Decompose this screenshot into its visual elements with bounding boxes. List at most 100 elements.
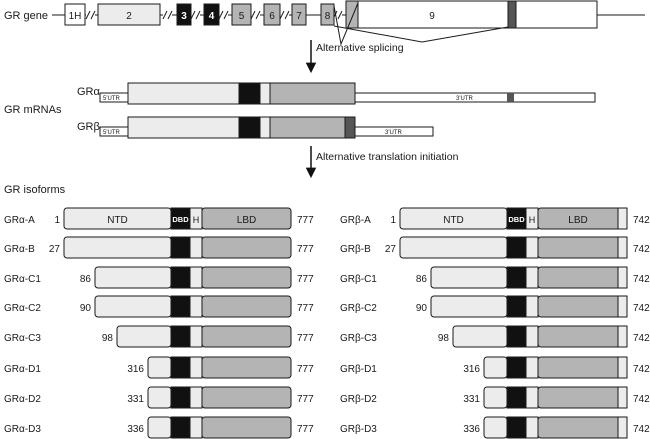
beta-hinge-domain	[525, 236, 539, 259]
alpha-ntd-domain	[63, 236, 172, 259]
mrna-beta: GRβ 5'UTR 3'UTR	[77, 116, 434, 139]
beta-dbd-domain	[506, 295, 527, 318]
alpha-hinge-domain	[189, 266, 203, 289]
beta-isoform-start: 336	[463, 424, 480, 435]
alpha-isoform-row: GRα-C1 86 777	[4, 266, 314, 289]
beta-isoform-name: GRβ-A	[340, 215, 371, 226]
gene-gaps	[85, 10, 343, 20]
beta-hinge-domain	[525, 356, 539, 379]
alpha-lbd-domain	[201, 416, 292, 439]
alpha-isoform-row: GRα-D2 331 777	[4, 386, 314, 409]
alpha-lbd-domain	[201, 266, 292, 289]
beta-lbd-label: LBD	[568, 215, 587, 226]
beta-isoform-row: GRβ-D3 336 742	[340, 416, 650, 439]
beta-tail-domain	[617, 295, 628, 318]
splice-lines	[333, 2, 509, 46]
mrna-section: GR mRNAs GRα 5'UTR 3'UTR GRβ 5'UTR 3'UT	[4, 82, 596, 139]
alpha-isoforms: GRα-A 1 777 NTD DBD H LBD GRα-B 27 777 GRα-C1 86 777…	[4, 207, 314, 439]
alpha-isoform-row: GRα-D1 316 777	[4, 356, 314, 379]
alpha-isoform-start: 98	[102, 333, 114, 344]
beta-isoform-end: 742	[633, 424, 650, 435]
alpha-isoform-name: GRα-D2	[4, 394, 41, 405]
alpha-isoform-end: 777	[297, 215, 314, 226]
beta-hinge-domain	[525, 266, 539, 289]
alpha-hinge-domain	[189, 325, 203, 348]
beta-dbd-domain	[506, 416, 527, 439]
exon-1h: 1H	[64, 3, 86, 26]
beta-isoform-start: 27	[385, 244, 397, 255]
beta-ntd-domain	[483, 356, 508, 379]
beta-ntd-domain	[430, 295, 508, 318]
alpha-isoform-name: GRα-B	[4, 244, 35, 255]
splicing-label: Alternative splicing	[316, 42, 404, 54]
alpha-dbd-domain	[170, 266, 191, 289]
alpha-isoform-end: 777	[297, 274, 314, 285]
beta-lbd-domain	[537, 325, 628, 348]
translation-step: Alternative translation initiation	[305, 146, 459, 179]
beta-ntd-domain	[399, 236, 508, 259]
beta-lbd-domain	[537, 295, 628, 318]
exon-4-label: 4	[209, 11, 215, 22]
beta-lbd-domain	[537, 416, 628, 439]
alpha-lbd-label: LBD	[237, 215, 256, 226]
beta-isoform-end: 742	[633, 303, 650, 314]
alpha-hinge-domain	[189, 416, 203, 439]
alpha-isoform-start: 90	[80, 303, 92, 314]
alpha-lbd-domain	[201, 295, 292, 318]
alpha-ntd-domain	[147, 416, 172, 439]
beta-isoform-end: 742	[633, 215, 650, 226]
beta-isoform-end: 742	[633, 394, 650, 405]
alpha-isoform-row: GRα-B 27 777	[4, 236, 314, 259]
beta-isoform-name: GRβ-C2	[340, 303, 377, 314]
beta-ntd-domain	[452, 325, 508, 348]
alpha-isoform-start: 1	[54, 215, 60, 226]
beta-dbd-domain	[506, 386, 527, 409]
alpha-isoform-name: GRα-D1	[4, 364, 41, 375]
gene-label: GR gene	[4, 10, 48, 22]
beta-dbd-label: DBD	[508, 215, 525, 224]
beta-isoform-name: GRβ-D1	[340, 364, 377, 375]
alpha-ntd-domain	[94, 295, 172, 318]
beta-isoform-start: 316	[463, 364, 480, 375]
beta-tail-domain	[617, 416, 628, 439]
alpha-hinge-domain	[189, 295, 203, 318]
beta-ntd-domain	[430, 266, 508, 289]
exon-1h-label: 1H	[69, 11, 82, 22]
alpha-isoform-end: 777	[297, 364, 314, 375]
beta-isoform-name: GRβ-D2	[340, 394, 377, 405]
beta-isoform-name: GRβ-C1	[340, 274, 377, 285]
beta-dbd-domain	[506, 266, 527, 289]
beta-tail-domain	[617, 386, 628, 409]
alpha-isoform-start: 331	[127, 394, 144, 405]
alpha-dbd-domain	[170, 325, 191, 348]
beta-lbd-domain	[537, 266, 628, 289]
beta-dbd-domain	[506, 356, 527, 379]
exon-9-label: 9	[429, 11, 435, 22]
alpha-ntd-domain	[94, 266, 172, 289]
beta-isoform-row: GRβ-B 27 742	[340, 236, 650, 259]
mrna-beta-name: GRβ	[77, 121, 100, 133]
alpha-isoform-name: GRα-C1	[4, 274, 41, 285]
beta-isoform-row: GRβ-C1 86 742	[340, 266, 650, 289]
alpha-isoform-end: 777	[297, 333, 314, 344]
beta-tail-domain	[617, 325, 628, 348]
alpha-ntd-domain	[147, 356, 172, 379]
beta-tail-domain	[617, 236, 628, 259]
beta-tail-domain	[617, 266, 628, 289]
alpha-isoform-start: 316	[127, 364, 144, 375]
exon-8: 8	[320, 3, 335, 26]
exon-3: 3	[176, 3, 192, 26]
beta-isoform-end: 742	[633, 244, 650, 255]
beta-hinge-domain	[525, 416, 539, 439]
alpha-dbd-domain	[170, 295, 191, 318]
beta-lbd-domain	[537, 386, 628, 409]
beta-isoform-row: GRβ-C2 90 742	[340, 295, 650, 318]
beta-isoform-row: GRβ-D2 331 742	[340, 386, 650, 409]
splicing-step: Alternative splicing	[305, 40, 404, 74]
exon-7-label: 7	[296, 11, 302, 22]
alpha-isoform-name: GRα-C3	[4, 333, 41, 344]
mrna-alpha-utr3: 3'UTR	[456, 96, 473, 102]
exon-2-label: 2	[126, 11, 132, 22]
alpha-lbd-domain	[201, 325, 292, 348]
